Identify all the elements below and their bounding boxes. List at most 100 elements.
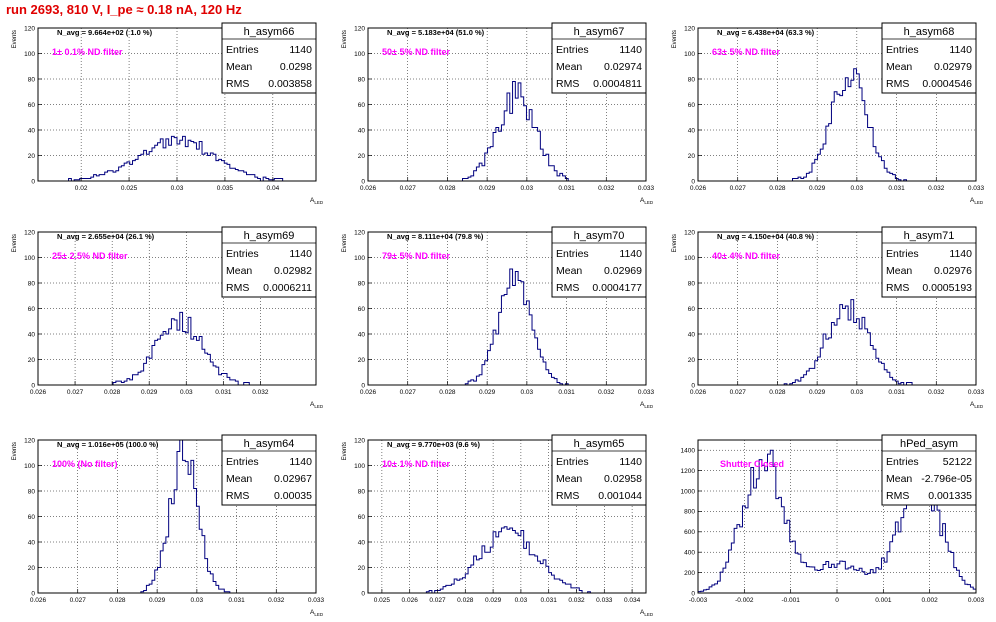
filter-label: 100% (No filter) — [52, 459, 118, 469]
x-tick-label: 0.032 — [252, 389, 269, 396]
x-tick-label: 0.003 — [968, 597, 985, 604]
y-tick-label: 0 — [691, 178, 695, 185]
y-tick-label: 60 — [688, 102, 696, 109]
stats-frame — [221, 22, 317, 94]
stats-key: RMS — [226, 490, 249, 502]
x-tick-label: 0.03 — [191, 597, 204, 604]
y-axis-label: Events — [12, 442, 18, 460]
navg-label: N_avg = 6.438e+04 (63.3 %) — [717, 28, 815, 37]
y-tick-label: 20 — [358, 153, 366, 160]
x-tick-label: 0.028 — [439, 185, 456, 192]
filter-label: 79± 5% ND filter — [382, 251, 450, 261]
stats-key: Mean — [556, 265, 582, 277]
y-tick-label: 20 — [688, 153, 696, 160]
y-tick-label: 60 — [688, 306, 696, 313]
y-tick-label: 40 — [28, 539, 36, 546]
y-axis-label: Events — [672, 234, 678, 252]
y-tick-label: 100 — [684, 51, 695, 58]
navg-label: N_avg = 9.664e+02 ( 1.0 %) — [57, 28, 153, 37]
x-tick-label: 0.033 — [968, 185, 985, 192]
y-tick-label: 0 — [361, 178, 365, 185]
x-tick-label: 0.03 — [851, 389, 864, 396]
stats-value: 1140 — [289, 248, 312, 260]
y-tick-label: 100 — [354, 51, 365, 58]
stats-value: 0.001044 — [598, 490, 642, 502]
x-tick-label: 0.029 — [479, 389, 496, 396]
stats-frame — [881, 226, 977, 298]
x-axis-label: ALED — [310, 609, 324, 617]
y-tick-label: 400 — [684, 550, 695, 557]
stats-title: hPed_asym — [900, 438, 958, 450]
stats-value: -2.796e-05 — [921, 473, 972, 485]
x-tick-label: 0.029 — [141, 389, 158, 396]
stats-box: hPed_asym Entries 52122 Mean -2.796e-05 RMS 0.… — [881, 434, 977, 506]
y-tick-label: 120 — [24, 437, 35, 444]
x-tick-label: 0.033 — [968, 389, 985, 396]
x-axis-label: ALED — [970, 401, 984, 409]
stats-key: Mean — [226, 473, 252, 485]
y-tick-label: 0 — [361, 590, 365, 597]
x-tick-label: 0.032 — [928, 185, 945, 192]
x-tick-label: 0.026 — [30, 389, 47, 396]
histogram-panel-h_asym64: 0.026 0.027 0.028 0.029 0.03 0.031 0.032 0.033 0… — [12, 434, 325, 617]
x-axis-label-sub: LED — [644, 200, 654, 205]
y-tick-label: 40 — [358, 331, 366, 338]
x-tick-label: 0.028 — [769, 185, 786, 192]
y-tick-label: 0 — [31, 590, 35, 597]
y-tick-label: 20 — [28, 565, 36, 572]
x-tick-label: 0.028 — [104, 389, 121, 396]
histogram-line — [368, 81, 646, 182]
x-axis-label: ALED — [640, 609, 654, 617]
y-tick-label: 40 — [358, 127, 366, 134]
x-tick-label: 0.033 — [596, 597, 613, 604]
x-axis-label: ALED — [310, 401, 324, 409]
y-tick-label: 120 — [684, 229, 695, 236]
histogram-line — [698, 299, 976, 386]
x-tick-label: 0.026 — [690, 185, 707, 192]
stats-title: h_asym67 — [574, 26, 625, 38]
y-tick-label: 80 — [688, 280, 696, 287]
stats-key: Entries — [556, 44, 589, 56]
x-axis-label-sub: LED — [314, 612, 324, 617]
y-tick-label: 80 — [28, 488, 36, 495]
stats-title: h_asym65 — [574, 438, 625, 450]
stats-value: 0.02974 — [604, 61, 642, 73]
filter-label: 50± 5% ND filter — [382, 47, 450, 57]
y-axis-label: Events — [12, 234, 18, 252]
x-tick-label: 0.031 — [228, 597, 245, 604]
stats-value: 0.0004811 — [593, 78, 642, 90]
stats-title: h_asym66 — [244, 26, 295, 38]
filter-label: 1± 0.1% ND filter — [52, 47, 123, 57]
stats-value: 1140 — [289, 456, 312, 468]
stats-key: Entries — [886, 456, 919, 468]
stats-value: 1140 — [619, 456, 642, 468]
y-tick-label: 60 — [358, 514, 366, 521]
stats-value: 1140 — [619, 44, 642, 56]
x-tick-label: 0.03 — [180, 389, 193, 396]
x-tick-label: 0.04 — [267, 185, 280, 192]
filter-label: 63± 5% ND filter — [712, 47, 780, 57]
y-tick-label: 60 — [28, 306, 36, 313]
histogram-line — [38, 135, 316, 182]
x-tick-label: 0.029 — [809, 389, 826, 396]
x-tick-label: 0.033 — [638, 389, 655, 396]
x-axis-label: ALED — [640, 197, 654, 205]
x-tick-label: -0.001 — [781, 597, 800, 604]
x-tick-label: 0.025 — [121, 185, 138, 192]
stats-value: 1140 — [949, 44, 972, 56]
stats-key: Mean — [886, 265, 912, 277]
x-tick-label: 0.027 — [730, 185, 747, 192]
x-tick-label: 0.031 — [558, 185, 575, 192]
y-tick-label: 60 — [358, 102, 366, 109]
stats-key: RMS — [556, 282, 579, 294]
stats-key: Mean — [556, 473, 582, 485]
x-tick-label: 0.026 — [360, 185, 377, 192]
y-tick-label: 80 — [688, 76, 696, 83]
stats-title: h_asym68 — [904, 26, 955, 38]
stats-frame — [881, 22, 977, 94]
y-tick-label: 40 — [688, 331, 696, 338]
y-tick-label: 0 — [31, 382, 35, 389]
histogram-panel-h_asym68: 0.026 0.027 0.028 0.029 0.03 0.031 0.032 0.033 0… — [672, 22, 985, 205]
navg-label: N_avg = 2.655e+04 (26.1 %) — [57, 232, 155, 241]
